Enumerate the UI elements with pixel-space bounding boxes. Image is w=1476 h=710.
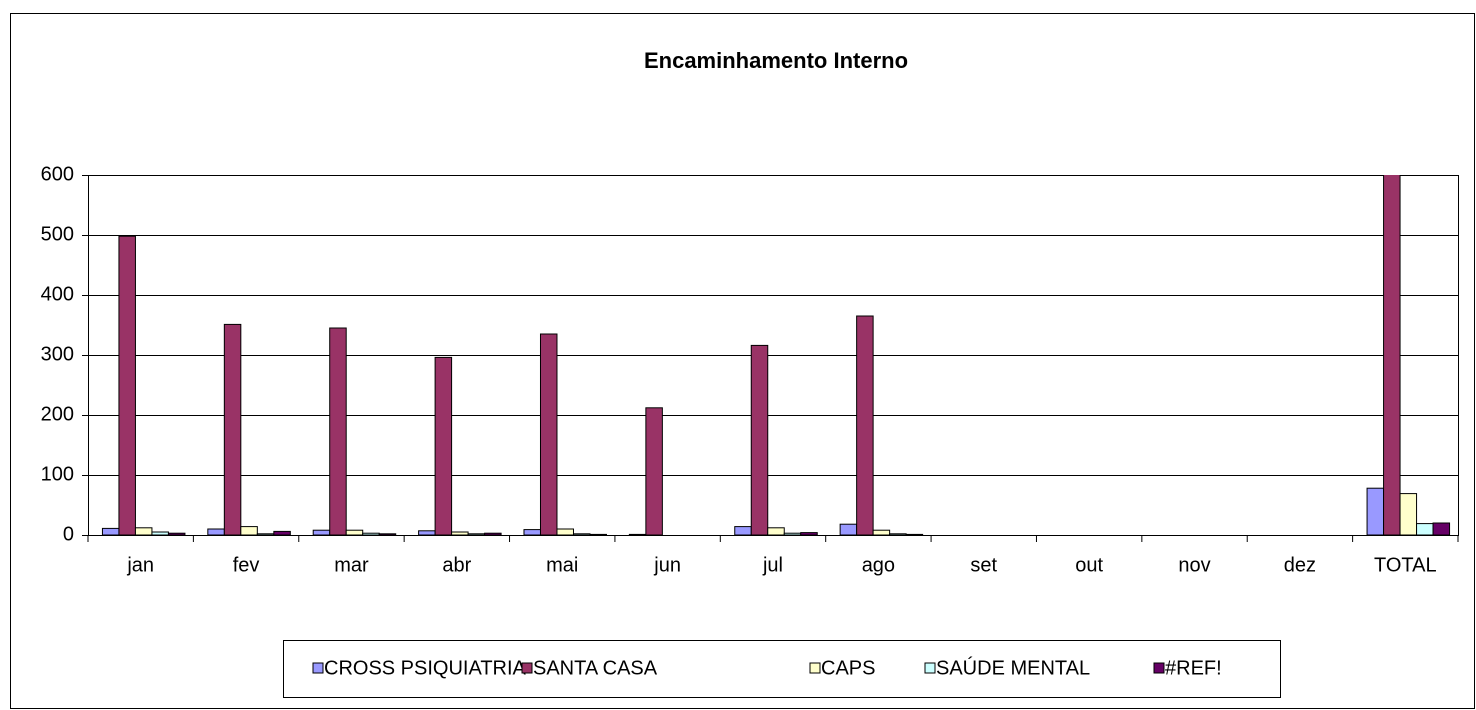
bar: [783, 532, 802, 536]
bar: [1399, 493, 1418, 536]
x-tick-label: nov: [1178, 554, 1210, 576]
bar: [1383, 175, 1401, 536]
x-tick-label: jan: [126, 554, 154, 576]
x-tick-label: ago: [862, 554, 895, 576]
bar: [223, 323, 242, 536]
bar: [523, 529, 541, 536]
bar: [118, 235, 136, 536]
bar: [134, 527, 153, 536]
bar: [856, 315, 874, 536]
legend-swatch: [1153, 662, 1165, 674]
bar: [734, 526, 752, 536]
y-tick-label: 400: [41, 283, 74, 305]
bar: [872, 529, 891, 536]
bar: [467, 533, 486, 536]
legend-swatch: [924, 662, 936, 674]
legend-label: SANTA CASA: [533, 657, 658, 679]
legend-swatch: [809, 662, 821, 674]
bar: [167, 532, 186, 536]
bar: [273, 530, 291, 536]
bar: [434, 356, 453, 536]
bar: [101, 527, 120, 536]
legend-box: [283, 640, 1281, 698]
y-tick-label: 200: [41, 403, 74, 425]
plot-area: [88, 175, 1459, 536]
bar: [362, 532, 380, 536]
legend-label: SAÚDE MENTAL: [936, 656, 1090, 679]
bar: [312, 529, 331, 536]
bar: [345, 529, 364, 536]
x-tick-label: jul: [762, 554, 783, 576]
x-tick-label: fev: [233, 554, 260, 576]
bar: [1366, 487, 1385, 536]
bar: [556, 528, 574, 536]
bar: [645, 407, 663, 536]
bar: [207, 528, 225, 536]
bar: [800, 532, 818, 536]
x-tick-label: mai: [546, 554, 578, 576]
legend-label: #REF!: [1165, 657, 1222, 679]
bar: [839, 523, 858, 536]
bars: [101, 175, 1451, 536]
legend-swatch: [312, 662, 324, 674]
x-tick-label: TOTAL: [1374, 554, 1437, 576]
y-tick-label: 300: [41, 343, 74, 365]
bar: [256, 533, 275, 536]
bar: [329, 327, 347, 536]
chart-border: [10, 13, 1475, 709]
bar: [418, 530, 436, 536]
x-tick-label: dez: [1284, 554, 1316, 576]
bar: [750, 344, 769, 536]
bar: [451, 531, 469, 536]
bar: [151, 531, 169, 536]
y-tick-label: 500: [41, 223, 74, 245]
bar: [484, 532, 502, 536]
legend-swatch: [521, 662, 533, 674]
y-tick-label: 600: [41, 163, 74, 185]
bar: [889, 533, 907, 536]
y-tick-label: 100: [41, 463, 74, 485]
legend-label: CAPS: [821, 657, 875, 679]
x-tick-label: jun: [653, 554, 681, 576]
bar: [1432, 522, 1451, 536]
bar: [572, 533, 591, 536]
x-tick-label: mar: [334, 554, 369, 576]
bar: [905, 533, 924, 536]
bar: [1416, 523, 1434, 536]
x-tick-label: out: [1075, 554, 1103, 576]
bar: [628, 533, 647, 536]
bar: [767, 527, 785, 536]
bar: [240, 526, 258, 536]
bar: [378, 533, 397, 536]
chart-title: Encaminhamento Interno: [644, 48, 908, 73]
y-tick-label: 0: [63, 523, 74, 545]
x-tick-label: set: [970, 554, 997, 576]
legend-label: CROSS PSIQUIATRIA: [324, 657, 527, 679]
bar: [539, 333, 558, 536]
bar: [589, 533, 607, 536]
x-tick-label: abr: [442, 554, 471, 576]
